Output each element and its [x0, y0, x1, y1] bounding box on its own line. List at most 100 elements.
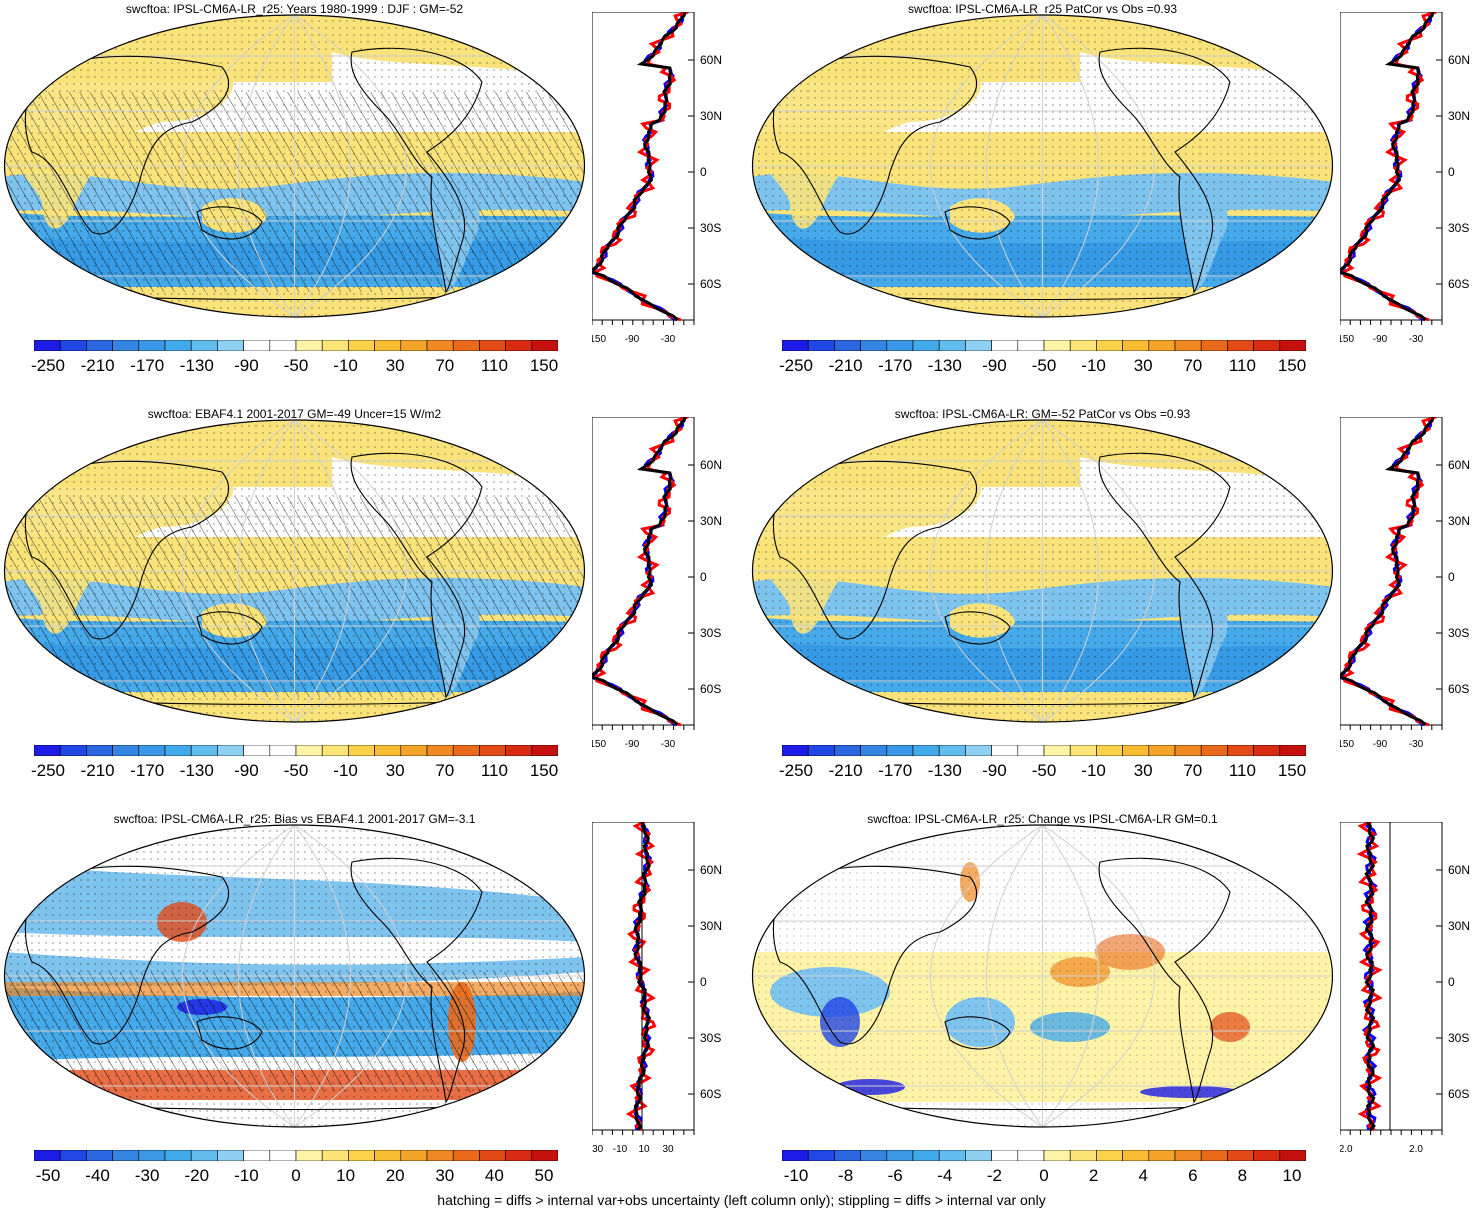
colorbar-swatch [295, 1150, 323, 1161]
profile-x-label: -150 [1340, 739, 1354, 750]
colorbar-swatch [243, 340, 271, 351]
colorbar-swatch [1253, 1150, 1281, 1161]
colorbar-swatch [295, 340, 323, 351]
colorbar-label: 150 [529, 356, 559, 375]
profile-lat-label: 60N [700, 458, 722, 472]
colorbar-swatch [479, 1150, 506, 1161]
profile-line-blue [592, 12, 687, 322]
colorbar-swatch [164, 340, 192, 351]
colorbar-swatch [531, 340, 558, 351]
profile-x-label: -150 [1340, 334, 1354, 345]
robinson-map [3, 419, 586, 723]
profile-lat-label: 30N [700, 109, 722, 123]
profile-lat-label: 30N [1448, 109, 1470, 123]
colorbar-swatch [452, 1150, 480, 1161]
colorbar-swatch [34, 745, 61, 756]
colorbar-swatch [938, 340, 966, 351]
colorbar-label: -50 [1031, 356, 1057, 375]
profile-lat-label: 30N [1448, 919, 1470, 933]
colorbar-swatch [834, 745, 861, 756]
zonal-mean-profile: W m-260N30N030S60S-150-90-30 [592, 12, 722, 345]
colorbar-swatch [243, 1150, 271, 1161]
colorbar-label: -210 [80, 356, 115, 375]
robinson-map [3, 824, 586, 1128]
colorbar-swatch [190, 1150, 218, 1161]
colorbar-label: 50 [534, 1166, 554, 1185]
colorbar-label: 30 [1133, 356, 1153, 375]
colorbar-label: -2 [986, 1166, 1002, 1185]
colorbar-swatch [112, 340, 140, 351]
colorbar-label: -250 [30, 761, 66, 780]
colorbar-swatch [938, 745, 966, 756]
profile-lat-label: 60N [700, 53, 722, 67]
colorbar [782, 745, 1306, 756]
profile-lat-label: 60S [1448, 1087, 1469, 1101]
colorbar-label: -10 [234, 1166, 259, 1185]
colorbar-swatch [1148, 340, 1176, 351]
colorbar-swatch [348, 340, 375, 351]
colorbar-swatch [217, 1150, 244, 1161]
profile-x-label: -90 [625, 334, 640, 345]
colorbar-swatch [1043, 745, 1071, 756]
footnote: hatching = diffs > internal var+obs unce… [437, 1192, 1046, 1208]
zonal-mean-profile: W m-260N30N030S60S-150-90-30 [1340, 417, 1470, 750]
profile-lat-label: 0 [700, 165, 707, 179]
colorbar-swatch [426, 745, 454, 756]
profile-lat-label: 30S [1448, 1031, 1469, 1045]
colorbar [782, 340, 1306, 351]
colorbar-swatch [190, 340, 218, 351]
colorbar-swatch [965, 1150, 992, 1161]
colorbar-swatch [1017, 340, 1045, 351]
profile-x-label: -150 [592, 739, 606, 750]
colorbar-label: 6 [1188, 1166, 1198, 1185]
colorbar-label: 150 [1277, 761, 1307, 780]
profile-line-red [593, 12, 689, 322]
colorbar-label: -10 [333, 356, 358, 375]
colorbar-label: -6 [887, 1166, 903, 1185]
colorbar-swatch [190, 745, 218, 756]
profile-lat-label: 60S [1448, 682, 1469, 696]
colorbar-swatch [1148, 1150, 1176, 1161]
colorbar-swatch [452, 340, 480, 351]
colorbar-swatch [321, 745, 349, 756]
colorbar-swatch [374, 340, 402, 351]
colorbar-label: -10 [1081, 356, 1106, 375]
colorbar-swatch [138, 1150, 166, 1161]
panel-bias: swcftoa: IPSL-CM6A-LR_r25: Bias vs EBAF4… [0, 810, 745, 1190]
colorbar-swatch [138, 745, 166, 756]
colorbar-label: -90 [234, 356, 259, 375]
profile-x-label: -150 [592, 334, 606, 345]
colorbar-swatch [1174, 1150, 1202, 1161]
profile-lat-label: 0 [700, 570, 707, 584]
colorbar-label: 30 [435, 1166, 455, 1185]
colorbar-label: -170 [878, 761, 913, 780]
profile-line-red [593, 417, 689, 727]
colorbar-label: -90 [234, 761, 259, 780]
colorbar-swatch [1174, 745, 1202, 756]
colorbar-label: -250 [778, 356, 814, 375]
colorbar-swatch [912, 1150, 940, 1161]
colorbar-swatch [1122, 745, 1150, 756]
profile-line-black [1364, 822, 1376, 1131]
colorbar-swatch [834, 1150, 861, 1161]
colorbar-swatch [321, 1150, 349, 1161]
colorbar [34, 745, 558, 756]
colorbar-label: 70 [1183, 761, 1203, 780]
zonal-mean-profile: W m-260N30N030S60S-2.02.0 [1340, 822, 1470, 1155]
profile-lat-label: 60S [700, 1087, 721, 1101]
colorbar-swatch [1279, 1150, 1306, 1161]
profile-line-blue [592, 417, 687, 727]
colorbar-swatch [348, 745, 375, 756]
colorbar-swatch [860, 1150, 888, 1161]
colorbar-label: 2 [1088, 1166, 1099, 1185]
colorbar-swatch [531, 745, 558, 756]
colorbar-label: -130 [179, 761, 214, 780]
panel-model-djf: swcftoa: IPSL-CM6A-LR_r25: Years 1980-19… [0, 0, 745, 395]
colorbar-swatch [505, 340, 533, 351]
colorbar-swatch [991, 340, 1019, 351]
profile-line-black [1340, 12, 1435, 322]
colorbar-swatch [348, 1150, 375, 1161]
colorbar-swatch [1122, 340, 1150, 351]
colorbar-swatch [112, 745, 140, 756]
panel-title: swcftoa: IPSL-CM6A-LR_r25: Bias vs EBAF4… [113, 812, 476, 826]
